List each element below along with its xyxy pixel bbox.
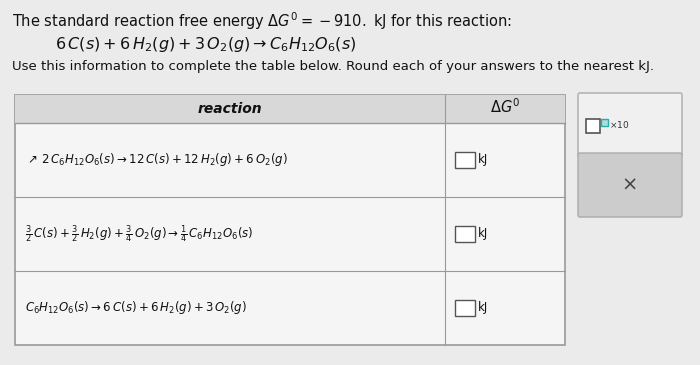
Text: $\nearrow\, 2\,C_6H_{12}O_6(s) \rightarrow 12\,C(s) + 12\,H_2(g) + 6\,O_2(g)$: $\nearrow\, 2\,C_6H_{12}O_6(s) \rightarr… [25, 151, 288, 169]
Bar [15, 95, 565, 123]
Text: $C_6H_{12}O_6(s) \rightarrow 6\,C(s) + 6\,H_2(g) + 3\,O_2(g)$: $C_6H_{12}O_6(s) \rightarrow 6\,C(s) + 6… [25, 300, 247, 316]
Text: The standard reaction free energy $\Delta G^0 = -910.$ kJ for this reaction:: The standard reaction free energy $\Delt… [12, 10, 512, 32]
Text: kJ: kJ [478, 227, 489, 241]
Text: $6\,C(s) + 6\,H_2(g) + 3\,O_2(g)\rightarrow C_6H_{12}O_6(s)$: $6\,C(s) + 6\,H_2(g) + 3\,O_2(g)\rightar… [55, 35, 356, 54]
Bar [455, 300, 475, 316]
Text: kJ: kJ [478, 301, 489, 315]
Text: reaction: reaction [197, 102, 262, 116]
Text: $\frac{3}{2}\,C(s) + \frac{3}{2}\,H_2(g) + \frac{3}{4}\,O_2(g) \rightarrow \frac: $\frac{3}{2}\,C(s) + \frac{3}{2}\,H_2(g)… [25, 223, 253, 245]
Bar [586, 119, 600, 133]
Text: $\Delta G^0$: $\Delta G^0$ [490, 98, 520, 116]
Text: ×: × [622, 176, 638, 195]
Bar [15, 95, 565, 345]
Text: $\times$10: $\times$10 [609, 119, 629, 130]
FancyBboxPatch shape [578, 153, 682, 217]
Bar [455, 226, 475, 242]
Bar [601, 119, 608, 126]
Bar [455, 152, 475, 168]
Text: kJ: kJ [478, 154, 489, 166]
FancyBboxPatch shape [578, 93, 682, 157]
Text: Use this information to complete the table below. Round each of your answers to : Use this information to complete the tab… [12, 60, 654, 73]
